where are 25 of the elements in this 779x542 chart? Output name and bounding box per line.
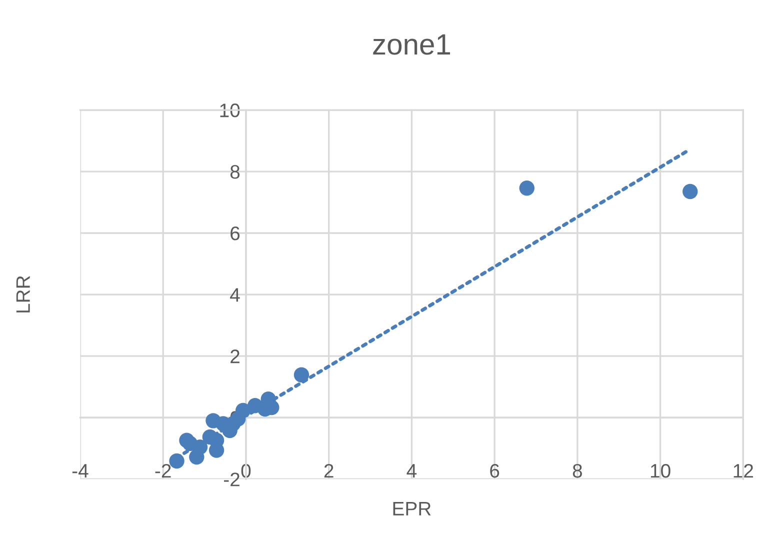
x-tick-label: -2 [155,464,171,478]
point [235,402,251,418]
x-tick-label: -4 [72,464,88,478]
point [192,440,208,455]
x-tick-label: 0 [241,464,251,478]
point [682,184,698,200]
point [202,429,218,445]
y-tick-label: -2 [224,472,240,486]
y-tick-label: 8 [230,165,240,179]
point [179,432,194,448]
point [519,180,534,196]
x-tick-label: 6 [490,464,500,478]
y-tick-label: 6 [230,226,240,240]
chart-title: zone1 [373,34,450,55]
x-tick-label: 8 [572,464,582,478]
point [169,453,184,469]
y-tick-label: 2 [230,350,240,364]
x-tick-label: 12 [734,464,754,478]
y-axis-title: LRR [16,276,30,312]
x-tick-label: 10 [650,464,670,478]
x-axis-title: EPR [393,502,431,516]
x-tick-label: 2 [324,464,334,478]
point [294,367,310,382]
y-tick-label: 4 [230,288,240,302]
x-tick-label: 4 [406,464,417,478]
